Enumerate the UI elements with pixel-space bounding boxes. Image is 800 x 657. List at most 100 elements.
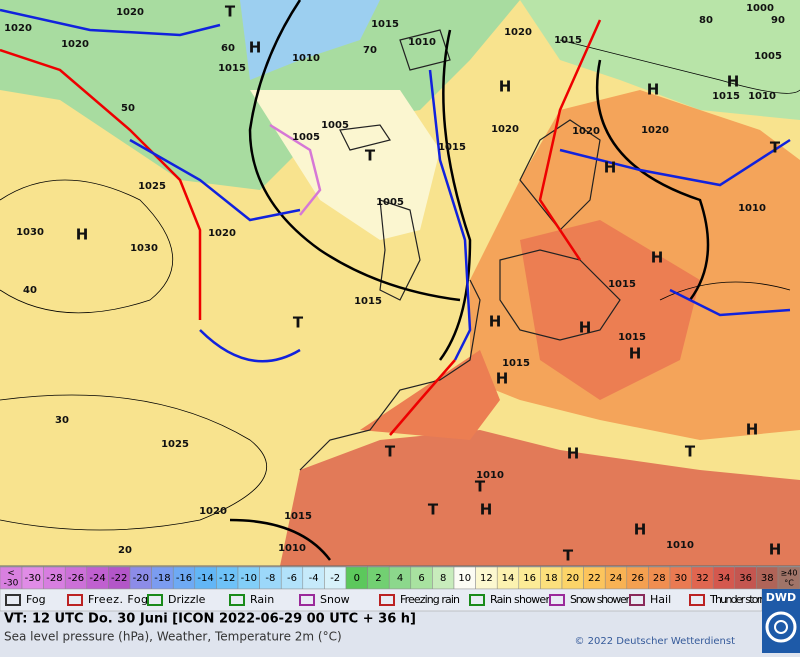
map-label: 40 — [23, 285, 37, 296]
scale-label: -8 — [265, 573, 275, 584]
legend-icon — [469, 594, 485, 606]
valid-time: VT: 12 UTC Do. 30 Juni [ICON 2022-06-29 … — [4, 612, 416, 627]
map-label: 1005 — [321, 120, 349, 131]
scale-label: -2 — [330, 573, 340, 584]
map-label: 1010 — [666, 540, 694, 551]
map-label: 1015 — [354, 296, 382, 307]
scale-label: 30 — [674, 573, 687, 584]
legend-label: Freezing rain — [400, 593, 460, 606]
scale-label: 10 — [458, 573, 471, 584]
legend-label: Rain shower — [490, 593, 550, 606]
scale-label: 26 — [631, 573, 644, 584]
pressure-center: H — [651, 249, 664, 267]
copyright: © 2022 Deutscher Wetterdienst — [574, 636, 735, 647]
scale-label: 0 — [354, 573, 360, 584]
legend-label: Snow shower — [570, 593, 630, 606]
pressure-center: H — [746, 421, 759, 439]
map-label: 1020 — [641, 125, 669, 136]
hot-region — [520, 220, 700, 400]
scale-label: °C — [784, 579, 794, 588]
color-scale: <-30 -30 -28 -26 -24 -22 -20 -18 -16 -14 -12 -10 -8-… — [0, 566, 800, 590]
map-label: 30 — [55, 415, 69, 426]
legend-icon — [299, 594, 315, 606]
legend-label: Freez. Fog — [88, 593, 148, 606]
pressure-center: H — [727, 73, 740, 91]
scale-label: 38 — [761, 573, 774, 584]
map-label: 1025 — [161, 439, 189, 450]
pressure-center: H — [769, 541, 782, 559]
pressure-center: H — [567, 445, 580, 463]
map-label: 1015 — [371, 19, 399, 30]
map-label: 1020 — [491, 124, 519, 135]
legend-label: Thunder storm — [709, 593, 770, 606]
map-label: 1015 — [218, 63, 246, 74]
occlusion — [269, 123, 322, 216]
scale-label: 8 — [440, 573, 446, 584]
pressure-center: T — [365, 147, 376, 165]
cold-front — [199, 329, 301, 363]
legend-label: Fog — [26, 593, 46, 606]
scale-label: 24 — [610, 573, 623, 584]
scale-label: -12 — [219, 573, 235, 584]
cold-front — [428, 69, 472, 361]
legend-icon — [549, 594, 565, 606]
scale-label: ≥40 — [781, 569, 798, 578]
legend-icon — [379, 594, 395, 606]
map-label: 1015 — [554, 35, 582, 46]
weather-legend: Fog Freez. Fog Drizzle Rain Snow Freezing rai… — [0, 588, 770, 612]
cool-region — [520, 0, 800, 120]
scale-label: -20 — [133, 573, 149, 584]
pressure-center: T — [475, 478, 486, 496]
legend-label: Rain — [250, 593, 274, 606]
pressure-center: H — [499, 78, 512, 96]
map-label: 1025 — [138, 181, 166, 192]
scale-label: -26 — [68, 573, 84, 584]
pressure-center: H — [76, 226, 89, 244]
map-label: 1020 — [572, 126, 600, 137]
map-label: 1015 — [618, 332, 646, 343]
map-label: 1010 — [408, 37, 436, 48]
legend-icon — [629, 594, 645, 606]
scale-label: 18 — [545, 573, 558, 584]
legend-label: Snow — [320, 593, 350, 606]
map-label: 1010 — [738, 203, 766, 214]
map-label: 1015 — [608, 279, 636, 290]
scale-label: 22 — [588, 573, 601, 584]
pressure-center: H — [629, 345, 642, 363]
map-label: 1010 — [292, 53, 320, 64]
pressure-center: T — [770, 139, 781, 157]
map-label: 60 — [221, 43, 235, 54]
pressure-center: H — [489, 313, 502, 331]
scale-label: 6 — [418, 573, 424, 584]
legend-icon — [689, 594, 705, 606]
map-label: 1015 — [712, 91, 740, 102]
scale-label: -6 — [287, 573, 297, 584]
legend-icon — [229, 594, 245, 606]
scale-label: 20 — [566, 573, 579, 584]
map: 102010201020T1015H10151010101010051005T1… — [0, 0, 800, 566]
map-label: 1005 — [376, 197, 404, 208]
map-label: 1020 — [116, 7, 144, 18]
warm-front — [389, 359, 456, 436]
map-label: 1000 — [746, 3, 774, 14]
map-label: 1020 — [504, 27, 532, 38]
scale-label: -22 — [111, 573, 127, 584]
scale-label: 34 — [718, 573, 731, 584]
pressure-center: H — [579, 319, 592, 337]
map-label: 1020 — [61, 39, 89, 50]
pressure-center: T — [428, 501, 439, 519]
map-label: 90 — [771, 15, 785, 26]
cold-front — [129, 138, 301, 222]
pressure-center: H — [496, 370, 509, 388]
map-label: 1030 — [16, 227, 44, 238]
legend-label: Hail — [650, 593, 671, 606]
scale-label: -30 — [4, 579, 19, 589]
scale-label: 36 — [739, 573, 752, 584]
scale-label: -16 — [176, 573, 192, 584]
logo-text: DWD — [766, 591, 796, 604]
scale-label: < — [7, 569, 15, 579]
map-label: 1030 — [130, 243, 158, 254]
pressure-center: H — [604, 159, 617, 177]
scale-label: 14 — [502, 573, 515, 584]
